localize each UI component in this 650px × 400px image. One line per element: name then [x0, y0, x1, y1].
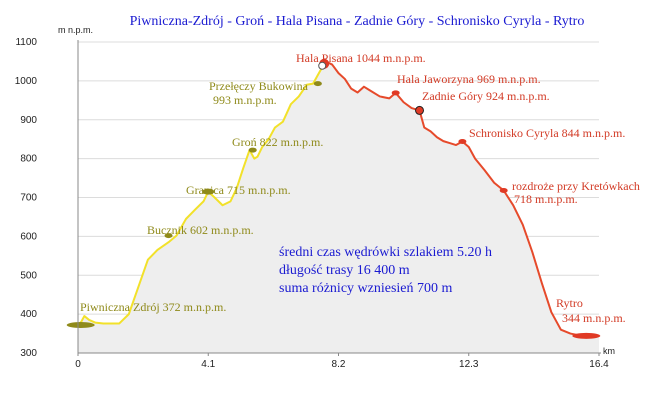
- x-tick-label: 16.4: [589, 359, 609, 370]
- waypoint-label: Hala Pisana 1044 m.n.p.m.: [296, 51, 426, 65]
- waypoint-label: 993 m.n.p.m.: [213, 93, 277, 107]
- waypoint-marker: [164, 233, 173, 239]
- waypoint-marker: [202, 188, 215, 195]
- waypoint-marker: [391, 90, 400, 96]
- axes: 300 400 500 600 700 800 900 1000 1100 0 4.1 8.2 12.3…: [15, 37, 609, 370]
- y-tick-label: 1100: [15, 37, 37, 48]
- waypoint-labels: Piwniczna Zdrój 372 m.n.p.m. Bucznik 602 …: [80, 51, 640, 325]
- elevation-lines: [77, 61, 599, 337]
- descent-line: [323, 61, 599, 337]
- y-tick-label: 1000: [15, 76, 38, 87]
- peak-marker-inner: [318, 61, 327, 70]
- waypoint-label: Granica 715 m.n.p.m.: [186, 183, 291, 197]
- y-tick-label: 400: [20, 309, 37, 320]
- waypoint-label: Zadnie Góry 924 m.n.p.m.: [422, 89, 550, 103]
- waypoint-marker: [499, 188, 508, 194]
- waypoint-marker: [458, 139, 467, 145]
- waypoint-label: rozdroże przy Kretówkach: [512, 179, 640, 193]
- waypoint-label: Hala Jaworzyna 969 m.n.p.m.: [397, 72, 541, 86]
- y-tick-label: 300: [20, 348, 37, 359]
- x-tick-label: 8.2: [332, 359, 346, 370]
- info-average-time: średni czas wędrówki szlakiem 5.20 h: [279, 245, 492, 260]
- y-tick-label: 900: [20, 115, 37, 126]
- waypoint-label: 344 m.n.p.m.: [562, 311, 626, 325]
- elevation-area-fill: [78, 62, 599, 354]
- y-tick-label: 600: [20, 231, 37, 242]
- waypoint-label: Bucznik 602 m.n.p.m.: [147, 223, 254, 237]
- waypoint-label: Schronisko Cyryla 844 m.n.p.m.: [469, 126, 625, 140]
- info-route-length: długość trasy 16 400 m: [279, 263, 410, 278]
- waypoint-marker: [313, 81, 322, 87]
- y-tick-label: 500: [20, 270, 37, 281]
- waypoint-label: Przełęczy Bukowina: [209, 79, 309, 93]
- x-tick-label: 0: [75, 359, 81, 370]
- x-axis-unit-label: km: [603, 346, 615, 356]
- x-tick-label: 4.1: [201, 359, 215, 370]
- y-axis-unit-label: m n.p.m.: [58, 25, 93, 35]
- waypoint-label: 718 m.n.p.m.: [514, 192, 578, 206]
- y-tick-label: 700: [20, 193, 37, 204]
- waypoint-markers: [66, 58, 601, 339]
- waypoint-label: Piwniczna Zdrój 372 m.n.p.m.: [80, 300, 226, 314]
- y-tick-label: 800: [20, 154, 37, 165]
- ascent-line: [77, 63, 326, 326]
- waypoint-label: Groń 822 m.n.p.m.: [232, 135, 323, 149]
- endpoint-marker: [572, 332, 601, 339]
- waypoint-marker: [248, 147, 257, 153]
- chart-title: Piwniczna-Zdrój - Groń - Hala Pisana - Z…: [130, 14, 585, 29]
- waypoint-label: Rytro: [556, 296, 583, 310]
- info-elevation-gain: suma różnicy wzniesień 700 m: [279, 281, 453, 296]
- endpoint-marker: [66, 322, 95, 329]
- route-info: średni czas wędrówki szlakiem 5.20 h dłu…: [279, 245, 492, 296]
- x-tick-label: 12.3: [459, 359, 479, 370]
- waypoint-marker: [415, 105, 425, 115]
